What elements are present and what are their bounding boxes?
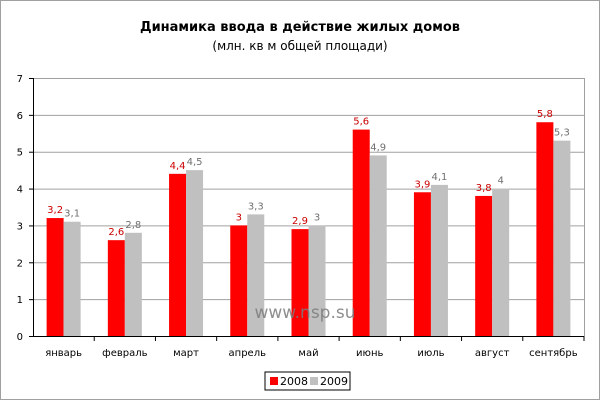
data-label-2009: 3,1	[64, 209, 80, 220]
bar-2008-январь	[46, 218, 64, 336]
bar-2009-июль	[430, 184, 448, 336]
data-label-2008: 5,6	[353, 117, 369, 128]
data-label-2009: 4,5	[187, 157, 203, 168]
data-label-2008: 4,4	[170, 161, 186, 172]
legend-label-2009: 2009	[320, 375, 348, 388]
data-label-2009: 4,9	[370, 142, 386, 153]
x-tick-label: май	[298, 348, 318, 359]
bar-2009-май	[308, 225, 326, 336]
axes: 0 1 2 3 4 5 6 7 январь февраль март апрель май июнь ию…	[17, 74, 585, 359]
bar-2008-июль	[413, 192, 431, 336]
bar-2009-март	[186, 170, 204, 336]
data-label-2008: 2,6	[108, 227, 124, 238]
bar-2009-сентябрь	[553, 140, 571, 336]
x-tick-label: июль	[417, 348, 444, 359]
bar-2008-апрель	[230, 225, 248, 336]
bar-2008-май	[291, 229, 309, 336]
watermark: www.nsp.su	[254, 303, 355, 323]
chart-subtitle: (млн. кв м общей площади)	[212, 39, 387, 53]
x-tick-label: апрель	[229, 348, 267, 359]
x-tick-label: сентябрь	[529, 348, 578, 359]
legend: 2008 2009	[264, 371, 351, 391]
y-tick-label: 7	[17, 74, 23, 85]
data-label-2008: 5,8	[537, 109, 553, 120]
data-label-2009: 2,8	[125, 220, 141, 231]
data-label-2009: 3	[314, 212, 320, 223]
legend-label-2008: 2008	[280, 375, 308, 388]
data-label-2009: 5,3	[554, 128, 570, 139]
bar-2008-сентябрь	[536, 122, 554, 336]
y-tick-label: 5	[17, 148, 23, 159]
bar-2009-июнь	[369, 155, 387, 336]
y-tick-label: 3	[17, 221, 23, 232]
chart-title: Динамика ввода в действие жилых домов	[140, 20, 460, 35]
data-label-2008: 3,8	[476, 183, 492, 194]
data-label-2008: 3	[236, 212, 242, 223]
data-label-2009: 4,1	[431, 172, 447, 183]
data-label-2009: 4	[497, 176, 503, 187]
bar-2008-июнь	[352, 129, 370, 336]
bar-2008-август	[475, 195, 493, 336]
y-tick-label: 1	[17, 295, 23, 306]
y-tick-label: 6	[17, 111, 23, 122]
legend-box	[264, 371, 351, 391]
y-tick-label: 2	[17, 258, 23, 269]
data-label-2009: 3,3	[248, 201, 264, 212]
x-tick-label: август	[475, 348, 510, 359]
bar-2008-февраль	[107, 240, 125, 336]
y-tick-label: 0	[17, 332, 23, 343]
bar-2009-апрель	[247, 214, 265, 336]
data-label-2008: 3,2	[47, 205, 63, 216]
bars: 3,2 3,1 2,62,8 4,4 4,5 3 3,3 2,9 3 5,6 4,9 3,94,1 3,…	[46, 109, 571, 336]
x-tick-label: март	[173, 348, 199, 359]
bar-2008-март	[169, 173, 187, 336]
x-tick-label: июнь	[356, 348, 383, 359]
bar-2009-февраль	[124, 232, 142, 336]
bar-2009-август	[492, 188, 510, 336]
legend-swatch-2009	[310, 377, 318, 385]
y-tick-label: 4	[17, 185, 23, 196]
legend-swatch-2008	[270, 377, 278, 385]
data-label-2008: 2,9	[292, 216, 308, 227]
data-label-2008: 3,9	[414, 179, 430, 190]
x-tick-label: февраль	[102, 348, 147, 359]
bar-2009-январь	[63, 221, 81, 336]
x-tick-label: январь	[45, 348, 82, 359]
